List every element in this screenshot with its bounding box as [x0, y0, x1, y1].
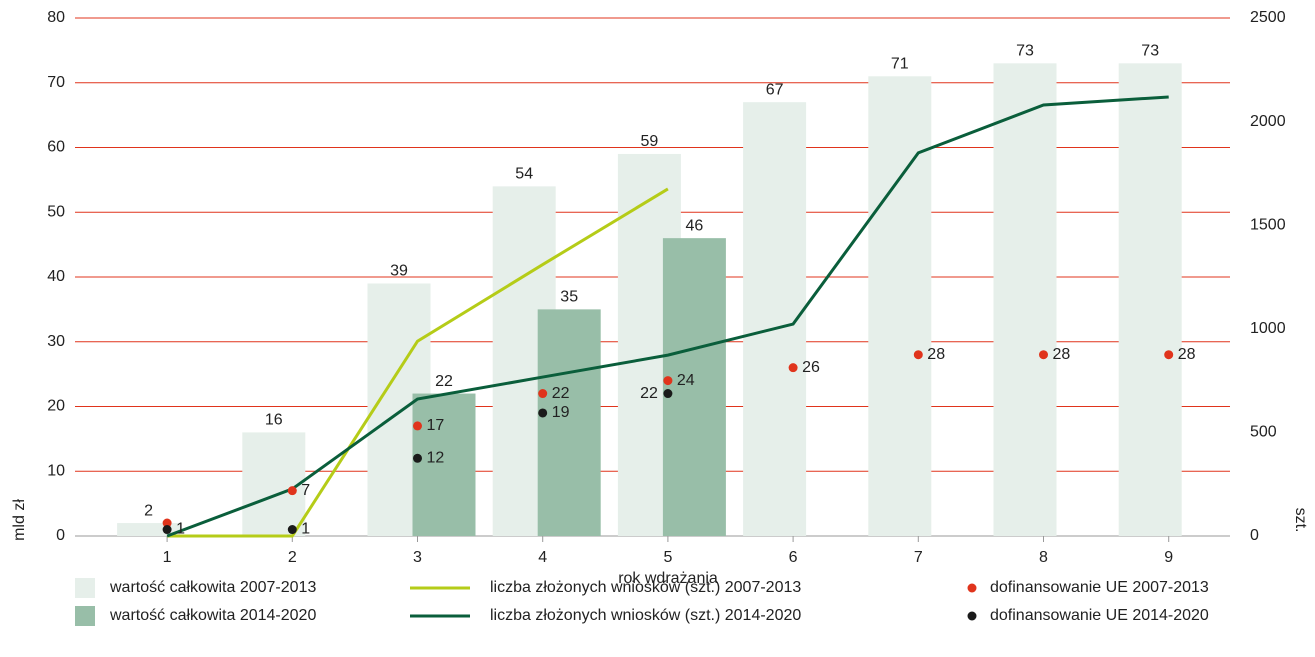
x-axis-label: rok wdrażania: [618, 570, 718, 587]
y-tick-label: 30: [47, 333, 65, 350]
bar-value-label: 35: [560, 289, 578, 306]
legend-swatch: [967, 583, 977, 593]
dot-value-label: 28: [1178, 346, 1196, 363]
dot: [162, 525, 172, 535]
dot-value-label: 22: [552, 385, 570, 402]
x-tick-label: 8: [1039, 549, 1048, 566]
dot-value-label: 7: [301, 482, 310, 499]
dot-value-label: 1: [176, 521, 185, 538]
y-tick-label: 60: [47, 139, 65, 156]
y-tick-label: 80: [47, 9, 65, 26]
y2-tick-label: 500: [1250, 424, 1277, 441]
x-tick-label: 1: [163, 549, 172, 566]
bar: [868, 76, 932, 537]
dot: [413, 421, 422, 431]
x-tick-label: 9: [1164, 549, 1173, 566]
y-axis-label: mld zł: [11, 499, 28, 541]
dot-value-label: 22: [640, 385, 658, 402]
dot: [162, 518, 172, 528]
bar-value-label: 39: [390, 263, 408, 280]
dot: [1039, 350, 1048, 360]
legend-label: dofinansowanie UE 2014-2020: [990, 607, 1209, 624]
y-tick-label: 20: [47, 398, 65, 415]
y2-axis-label: szt.: [1292, 508, 1309, 533]
bar: [242, 432, 306, 536]
legend-label: liczba złożonych wniosków (szt.) 2014-20…: [490, 607, 801, 624]
legend-swatch: [75, 606, 95, 626]
dot: [788, 363, 798, 373]
y2-tick-label: 2000: [1250, 113, 1286, 130]
bar-value-label: 67: [766, 81, 784, 98]
dot: [287, 486, 297, 496]
bar: [412, 393, 476, 536]
y2-tick-label: 0: [1250, 527, 1259, 544]
bar: [662, 238, 726, 536]
legend-label: wartość całkowita 2007-2013: [109, 579, 316, 596]
dot: [663, 376, 673, 386]
y-tick-label: 10: [47, 462, 65, 479]
bar: [537, 309, 601, 536]
bar-value-label: 2: [144, 502, 153, 519]
bar: [1118, 63, 1182, 536]
dot-value-label: 26: [802, 359, 820, 376]
y-tick-label: 70: [47, 74, 65, 91]
dot: [413, 453, 422, 463]
line: [166, 95, 1169, 538]
x-tick-label: 2: [288, 549, 297, 566]
dot-value-label: 12: [427, 450, 445, 467]
bar-value-label: 73: [1141, 43, 1159, 60]
dot-value-label: 1: [301, 521, 310, 538]
bar-value-label: 16: [265, 412, 283, 429]
dot: [913, 350, 923, 360]
x-tick-label: 4: [538, 549, 547, 566]
dot: [538, 408, 548, 418]
y2-tick-label: 1500: [1250, 216, 1286, 233]
legend-label: dofinansowanie UE 2007-2013: [990, 579, 1209, 596]
dot: [538, 389, 548, 399]
dot-value-label: 28: [927, 346, 945, 363]
y2-tick-label: 2500: [1250, 9, 1286, 26]
legend-label: liczba złożonych wniosków (szt.) 2007-20…: [490, 579, 801, 596]
bar-value-label: 73: [1016, 43, 1034, 60]
dot-value-label: 24: [677, 372, 695, 389]
legend-swatch: [967, 611, 977, 621]
y-tick-label: 50: [47, 203, 65, 220]
dot-value-label: 28: [1053, 346, 1071, 363]
dot-value-label: 17: [427, 417, 445, 434]
bar-value-label: 71: [891, 55, 909, 72]
dot: [287, 525, 297, 535]
x-tick-label: 6: [789, 549, 798, 566]
dot: [663, 389, 673, 399]
x-tick-label: 3: [413, 549, 422, 566]
bar-value-label: 59: [641, 133, 659, 150]
y-tick-label: 40: [47, 268, 65, 285]
bar-value-label: 54: [515, 166, 533, 183]
legend-swatch: [75, 578, 95, 598]
y2-tick-label: 1000: [1250, 320, 1286, 337]
dot-value-label: 19: [552, 404, 570, 421]
line: [167, 187, 669, 538]
y-tick-label: 0: [56, 527, 65, 544]
bar: [993, 63, 1057, 536]
bar-value-label: 22: [435, 373, 453, 390]
x-tick-label: 5: [663, 549, 672, 566]
dot: [1164, 350, 1174, 360]
x-tick-label: 7: [914, 549, 923, 566]
bar-value-label: 46: [686, 217, 704, 234]
legend-label: wartość całkowita 2014-2020: [109, 607, 316, 624]
